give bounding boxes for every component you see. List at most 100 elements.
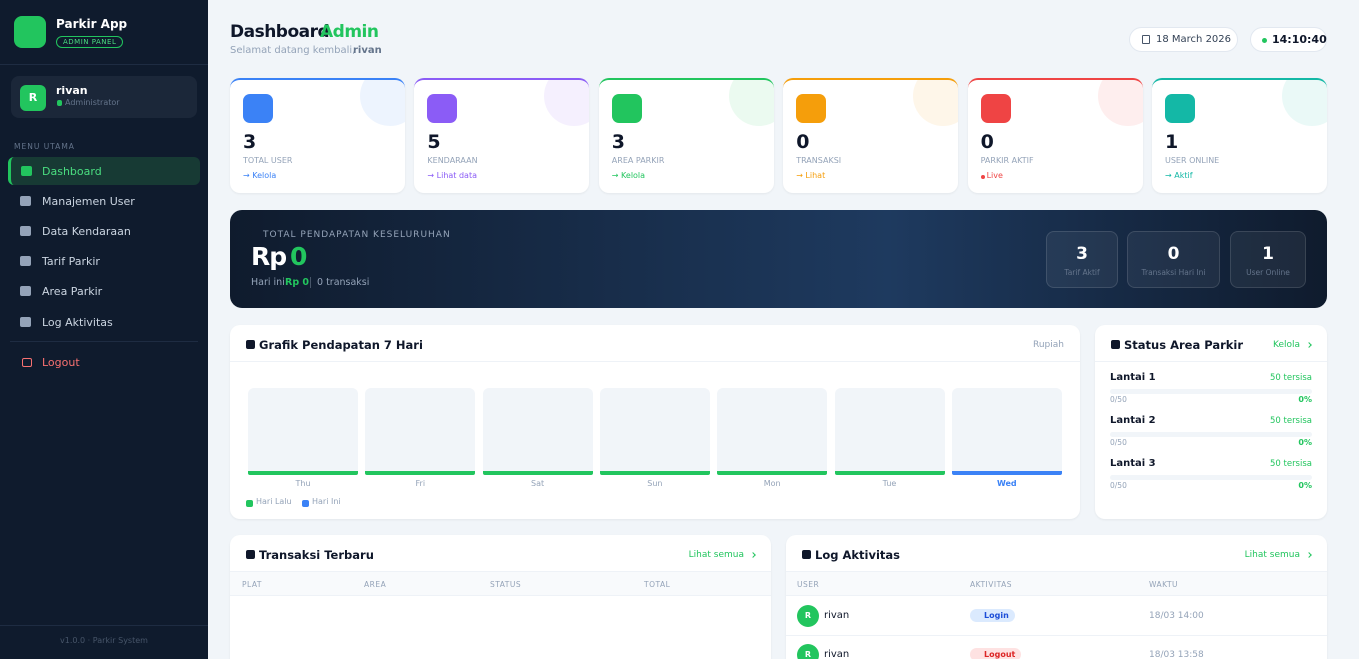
logout[interactable]: Logout (8, 350, 200, 376)
column-header: AREA (364, 580, 387, 589)
panel-title: Status Area Parkir (1124, 338, 1244, 352)
mini-stat: 3 Tarif Aktif (1046, 231, 1118, 288)
stat-label: TRANSAKSI (796, 156, 842, 165)
role-dot (57, 100, 62, 106)
title: Dashboard (230, 22, 330, 42)
column-header: AKTIVITAS (970, 580, 1012, 589)
menu-item[interactable]: Area Parkir (8, 277, 200, 305)
live-dot (1262, 38, 1267, 43)
bar-track (482, 388, 593, 475)
stat-link[interactable]: → Aktif (1165, 171, 1193, 180)
area-used: 0/50 (1110, 395, 1127, 404)
stat-card card: 1 USER ONLINE → Aktif (1152, 78, 1327, 193)
area-free: 50 tersisa (1269, 459, 1312, 469)
area-percent: 0% (1298, 438, 1312, 447)
log-time: 18/03 13:58 (1149, 650, 1204, 659)
today-value: Rp 0 (285, 277, 310, 288)
mini-value: 3 (1076, 244, 1088, 264)
menu-text: Manajemen User (42, 195, 135, 208)
menu-icon (20, 286, 31, 296)
area-free: 50 tersisa (1269, 416, 1312, 426)
menu-text: Data Kendaraan (42, 225, 131, 238)
stat-card card: 3 AREA PARKIR → Kelola (598, 78, 774, 193)
stat-value: 3 (611, 131, 626, 153)
menu-item[interactable]: Dashboard (8, 157, 200, 185)
stat-card card: 3 TOTAL USER → Kelola (230, 78, 405, 193)
logout-text: Logout (42, 356, 80, 369)
menu-text: Area Parkir (42, 285, 103, 298)
mini-label: User Online (1246, 268, 1290, 277)
log-action: Login (970, 609, 1015, 622)
stat-label: USER ONLINE (1165, 156, 1220, 165)
area-free: 50 tersisa (1269, 373, 1312, 383)
menu-icon (20, 226, 31, 236)
area-percent: 0% (1298, 395, 1312, 404)
panel-divider (230, 571, 771, 572)
panel-link[interactable]: Lihat semua (1245, 550, 1312, 560)
table-head (230, 572, 771, 596)
stat-card card: 0 TRANSAKSI → Lihat (783, 78, 959, 193)
mini-value: 0 (1167, 244, 1180, 264)
panel-divider (1095, 361, 1327, 362)
bar-track (599, 388, 710, 475)
menu-item[interactable]: Log Aktivitas (8, 308, 200, 336)
menu-icon (20, 317, 31, 327)
area-panel: Status Area Parkir Kelola Lantai 1 50 tersi… (1095, 325, 1327, 519)
bar-track (248, 388, 358, 475)
mini-stat: 1 User Online (1230, 231, 1306, 288)
log-time: 18/03 14:00 (1149, 611, 1204, 621)
log-panel: Log Aktivitas Lihat semua USER AKTIVITAS WAK… (786, 535, 1327, 659)
decor-circle (544, 80, 590, 126)
day-label: Tue (882, 479, 897, 488)
stat-label: TOTAL USER (243, 156, 293, 165)
logout-icon (22, 358, 32, 367)
day-label: Sun (647, 479, 663, 488)
time-pill: 14:10:40 (1250, 27, 1327, 52)
log-user: rivan (824, 610, 850, 621)
stat-icon (796, 94, 827, 123)
day-label: Mon (763, 479, 781, 488)
stat-icon (980, 94, 1011, 123)
panel-icon (1111, 340, 1120, 349)
decor-circle (913, 80, 959, 126)
log-avatar: R (797, 605, 819, 627)
mini-label: Transaksi Hari Ini (1141, 268, 1206, 277)
legend-swatch (302, 500, 309, 507)
stat-icon (427, 94, 458, 123)
legend-swatch (246, 500, 253, 507)
revenue-currency: Rp (251, 242, 287, 271)
stat-link[interactable]: Live (986, 171, 1003, 180)
stat-link[interactable]: → Kelola (611, 171, 646, 180)
revenue-label: TOTAL PENDAPATAN KESELURUHAN (263, 230, 451, 240)
stat-link[interactable]: → Kelola (243, 171, 277, 180)
day-label: Wed (996, 479, 1017, 488)
panel-title: Grafik Pendapatan 7 Hari (259, 338, 423, 352)
panel-title: Transaksi Terbaru (259, 548, 374, 562)
user-role: Administrator (65, 98, 120, 107)
stat-link[interactable]: → Lihat (796, 171, 826, 180)
bar-track (365, 388, 476, 475)
chevron (750, 551, 756, 558)
panel-link[interactable]: Lihat semua (689, 550, 756, 560)
chevron (1306, 341, 1312, 348)
stat-card card: 0 PARKIR AKTIF Live (967, 78, 1143, 193)
menu-item[interactable]: Manajemen User (8, 187, 200, 215)
stat-label: KENDARAAN (427, 156, 478, 165)
welcome-user: rivan (353, 45, 382, 56)
stat-value: 0 (796, 131, 810, 153)
panel-link[interactable]: Kelola (1273, 340, 1312, 350)
stat-label: AREA PARKIR (611, 156, 665, 165)
panel-divider (786, 571, 1327, 572)
menu-item[interactable]: Data Kendaraan (8, 217, 200, 245)
stat-link[interactable]: → Lihat data (427, 171, 477, 180)
brand-logo (14, 16, 46, 48)
log-action: Logout (970, 648, 1022, 659)
menu-item[interactable]: Tarif Parkir (8, 247, 200, 275)
today-transactions: 0 transaksi (317, 277, 370, 288)
menu-icon (21, 166, 32, 176)
column-header: PLAT (242, 580, 263, 589)
menu-label: MENU UTAMA (14, 142, 75, 151)
chevron (1306, 551, 1312, 558)
